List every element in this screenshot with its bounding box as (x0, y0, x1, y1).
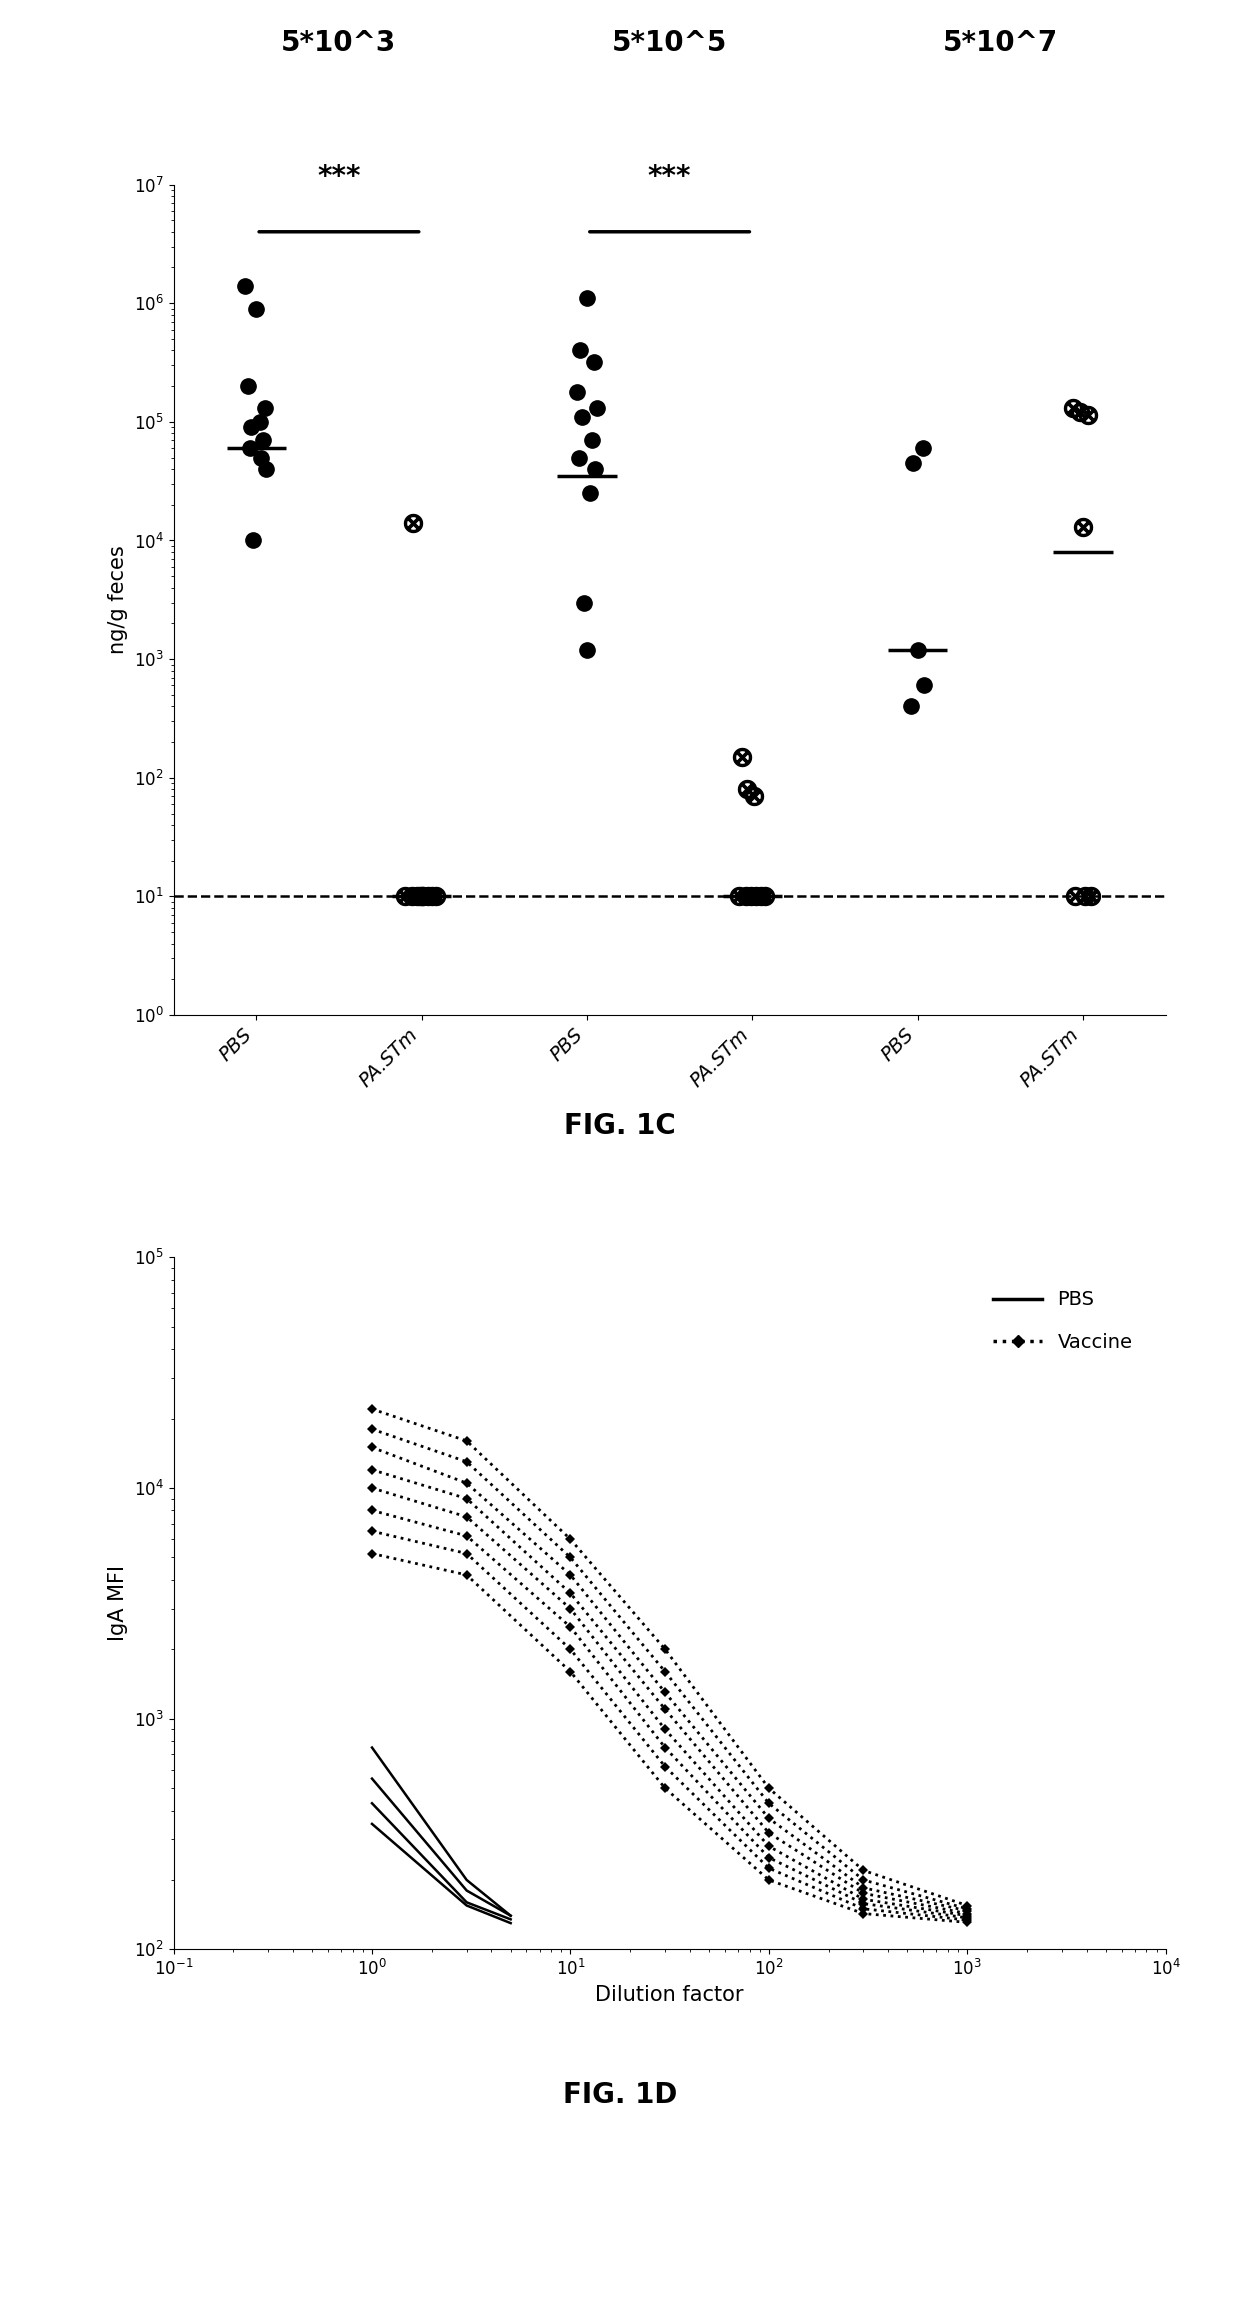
Y-axis label: ng/g feces: ng/g feces (108, 544, 128, 655)
Text: 5*10^5: 5*10^5 (611, 28, 728, 55)
Text: ***: *** (647, 164, 692, 191)
Legend: PBS, Vaccine: PBS, Vaccine (970, 1267, 1156, 1375)
Text: FIG. 1C: FIG. 1C (564, 1112, 676, 1140)
Text: 5*10^7: 5*10^7 (942, 28, 1058, 55)
Text: FIG. 1D: FIG. 1D (563, 2081, 677, 2109)
Y-axis label: IgA MFI: IgA MFI (108, 1566, 128, 1640)
X-axis label: Dilution factor: Dilution factor (595, 1984, 744, 2005)
Text: 5*10^3: 5*10^3 (281, 28, 397, 55)
Text: ***: *** (317, 164, 361, 191)
